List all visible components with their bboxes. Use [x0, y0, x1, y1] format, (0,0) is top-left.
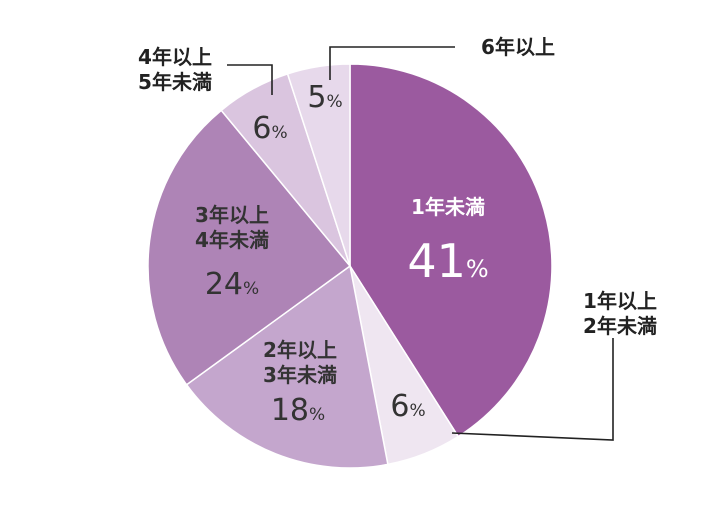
slice-label-1-2-years: 1年以上 [583, 289, 657, 313]
pie-slice-6-plus-years [286, 63, 351, 267]
slice-value-3-4-years: 24% [205, 267, 259, 302]
slice-label-4-5-years-line2: 5年未満 [138, 70, 212, 94]
pie-slices [147, 63, 553, 469]
pie-slice-2-3-years [185, 264, 389, 469]
slice-value-2-3-years: 18% [271, 393, 325, 428]
leader-line-6-years [329, 46, 455, 80]
slice-label-3-4-years-line2: 4年未満 [195, 228, 269, 252]
slice-label-6-plus-years: 6年以上 [481, 35, 555, 59]
slice-value-4-5-years: 6% [252, 111, 287, 146]
slice-label-4-5-years: 4年以上 [138, 45, 212, 69]
pie-slice-3-4-years [147, 109, 352, 386]
slice-label-2-3-years: 2年以上 [263, 338, 337, 362]
slice-value-1-2-years: 6% [390, 389, 425, 424]
slice-value-6-plus-years: 5% [307, 80, 342, 115]
leader-line-1-2-years [451, 338, 614, 441]
leader-line-4-5-years [227, 64, 273, 95]
slice-label-under-1-year: 1年未満 [411, 195, 485, 219]
slice-value-under-1-year: 41% [407, 234, 488, 288]
slice-label-3-4-years: 3年以上 [195, 203, 269, 227]
pie-slice-under-1-year [349, 63, 553, 438]
slice-label-1-2-years-line2: 2年未満 [583, 314, 657, 338]
slice-label-2-3-years-line2: 3年未満 [263, 363, 337, 387]
